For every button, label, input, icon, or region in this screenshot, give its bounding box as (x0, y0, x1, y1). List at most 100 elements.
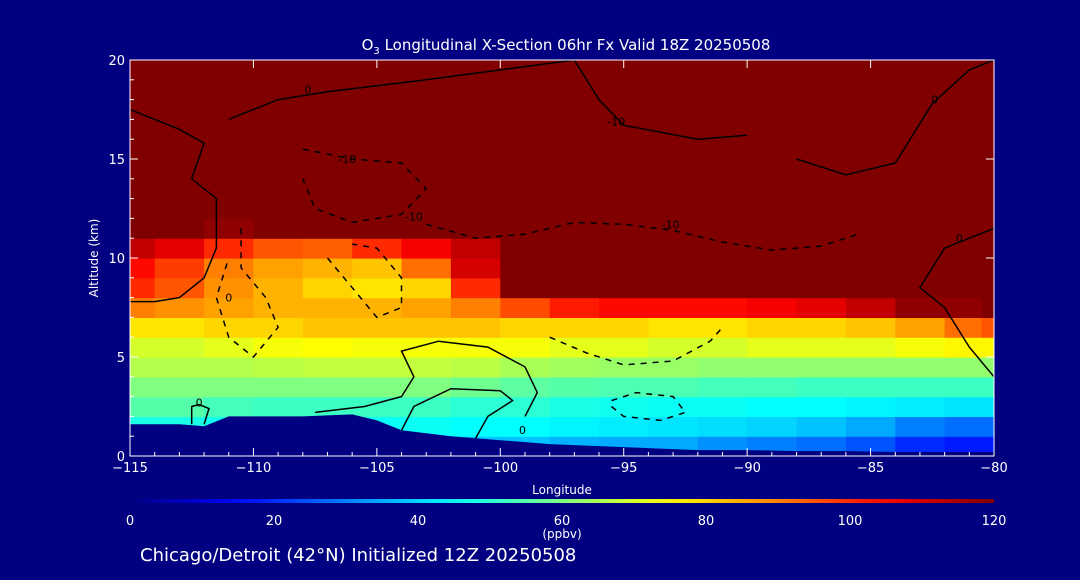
heatmap-cell (352, 297, 403, 318)
heatmap-cell (253, 337, 304, 358)
heatmap-cell (599, 317, 649, 338)
heatmap-cell (302, 277, 353, 299)
heatmap-cell (944, 99, 983, 135)
heatmap-cell (697, 396, 748, 417)
contour-line (400, 387, 514, 439)
y-tick-label: 5 (117, 351, 125, 366)
contour-label: 0 (519, 424, 526, 437)
heatmap-cell (450, 238, 501, 259)
contour-label: 0 (956, 232, 963, 245)
heatmap-cell (253, 258, 304, 279)
heatmap-cell (154, 178, 205, 200)
heatmap-cell (895, 416, 946, 437)
heatmap-cell (981, 376, 994, 398)
heatmap-cell (130, 99, 156, 135)
heatmap-cell (697, 60, 748, 101)
heatmap-cell (981, 297, 994, 318)
contour-line (549, 326, 724, 366)
heatmap-cell (302, 134, 353, 160)
heatmap-cell (648, 396, 699, 417)
x-tick-label: −115 (112, 461, 148, 476)
ozone-heatmap (130, 60, 994, 456)
heatmap-cell (302, 198, 353, 219)
heatmap-cell (500, 376, 551, 398)
heatmap-cell (796, 277, 847, 299)
heatmap-cell (253, 376, 304, 398)
heatmap-cell (549, 238, 600, 259)
heatmap-cell (599, 416, 649, 437)
heatmap-cell (154, 297, 205, 318)
heatmap-cell (895, 99, 946, 135)
heatmap-cell (500, 258, 551, 279)
heatmap-cell (204, 99, 255, 135)
heatmap-cell (796, 317, 847, 338)
heatmap-cell (352, 277, 403, 299)
heatmap-cell (302, 337, 353, 358)
heatmap-cell (747, 277, 798, 299)
heatmap-cell (130, 317, 156, 338)
heatmap-cell (500, 317, 551, 338)
heatmap-cell (895, 396, 946, 417)
heatmap-cell (154, 134, 205, 160)
heatmap-cell (981, 238, 994, 259)
heatmap-cell (648, 357, 699, 378)
heatmap-cell (352, 337, 403, 358)
heatmap-cell (549, 159, 600, 180)
heatmap-cell (500, 297, 551, 318)
heatmap-cell (697, 357, 748, 378)
heatmap-cell (944, 238, 983, 259)
heatmap-cell (352, 258, 403, 279)
heatmap-cell (895, 159, 946, 180)
heatmap-cell (450, 416, 501, 437)
heatmap-cell (302, 99, 353, 135)
heatmap-cell (944, 159, 983, 180)
heatmap-cell (697, 178, 748, 200)
heatmap-cell (450, 198, 501, 219)
colorbar-tick-label: 20 (266, 514, 283, 529)
heatmap-cell (944, 258, 983, 279)
colorbar-tick-label: 0 (126, 514, 134, 529)
heatmap-cell (697, 258, 748, 279)
heatmap-cell (450, 317, 501, 338)
heatmap-cell (253, 218, 304, 239)
heatmap-cell (130, 198, 156, 219)
heatmap-cell (845, 297, 896, 318)
heatmap-cell (352, 218, 403, 239)
heatmap-cell (845, 396, 896, 417)
heatmap-cell (500, 337, 551, 358)
heatmap-cell (154, 159, 205, 180)
heatmap-cell (895, 178, 946, 200)
contour-line (190, 403, 210, 425)
contour-label: 0 (931, 94, 938, 107)
colorbar-tick-label: 120 (982, 514, 1007, 529)
heatmap-cell (253, 99, 304, 135)
heatmap-cell (697, 99, 748, 135)
heatmap-cell (302, 218, 353, 239)
heatmap-cell (895, 258, 946, 279)
heatmap-cell (981, 416, 994, 437)
x-axis: −115 −110 −105 −100 −95 −90 −85 −80 (112, 60, 1008, 476)
heatmap-cell (981, 396, 994, 417)
contour-label: 0 (196, 397, 203, 410)
heatmap-cell (401, 357, 452, 378)
heatmap-cell (697, 416, 748, 437)
heatmap-cell (302, 238, 353, 259)
title-subscript: 3 (373, 46, 379, 57)
heatmap-cell (401, 317, 452, 338)
heatmap-cell (253, 277, 304, 299)
heatmap-cell (944, 396, 983, 417)
contour-line (326, 243, 403, 319)
heatmap-cell (796, 218, 847, 239)
heatmap-cell (401, 218, 452, 239)
heatmap-cell (352, 198, 403, 219)
heatmap-cell (549, 317, 600, 338)
heatmap-cell (845, 238, 896, 259)
heatmap-cell (747, 258, 798, 279)
heatmap-cell (599, 198, 649, 219)
heatmap-cell (154, 60, 205, 101)
heatmap-cell (944, 376, 983, 398)
heatmap-cell (549, 297, 600, 318)
heatmap-cell (845, 317, 896, 338)
heatmap-cell (154, 258, 205, 279)
